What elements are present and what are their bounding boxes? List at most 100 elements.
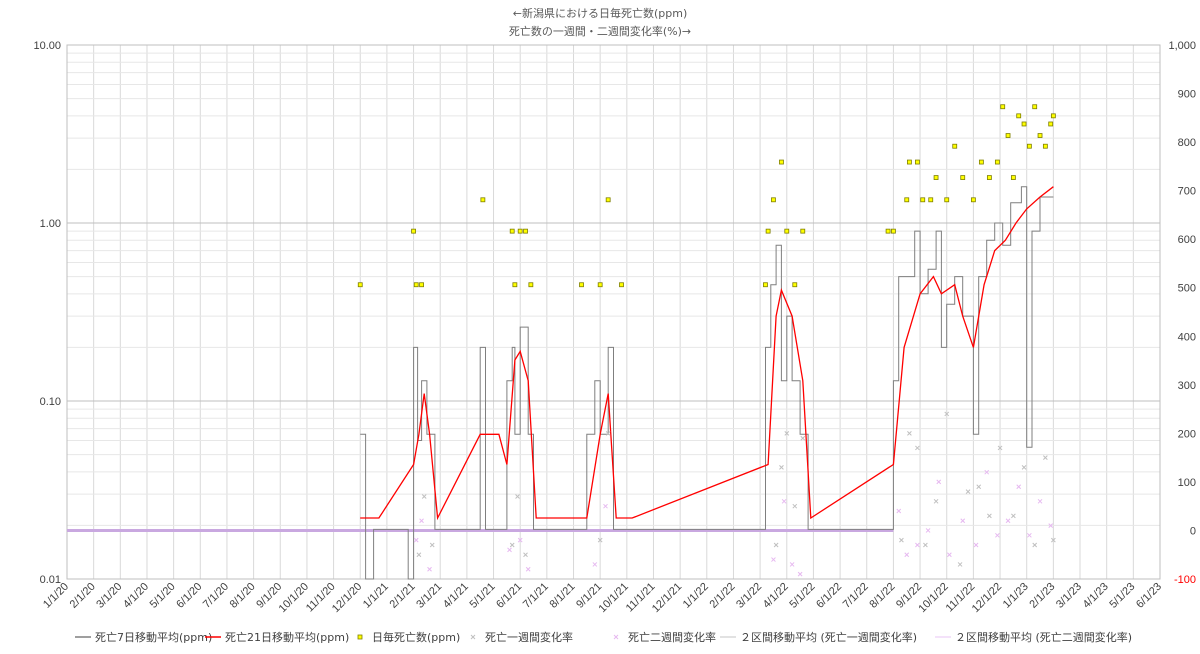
legend: 死亡7日移動平均(ppm) 死亡21日移動平均(ppm) 日毎死亡数(ppm) 死亡一… bbox=[75, 630, 1132, 644]
daily-death-point bbox=[784, 228, 790, 234]
daily-death-point bbox=[605, 197, 611, 203]
left-tick-label: 10.00 bbox=[33, 40, 61, 52]
series-line-7day bbox=[360, 186, 1054, 580]
weekly-change-point bbox=[605, 431, 611, 436]
chart-title-line: ←新潟県における日毎死亡数(ppm) bbox=[513, 6, 687, 20]
daily-death-point bbox=[512, 282, 518, 288]
series-layer bbox=[67, 104, 1056, 580]
legend-swatch bbox=[613, 634, 619, 640]
weekly-change-point bbox=[976, 484, 982, 490]
right-tick-label: 600 bbox=[1178, 234, 1196, 246]
weekly-change-point bbox=[957, 562, 963, 567]
daily-death-point bbox=[933, 175, 939, 180]
daily-death-point bbox=[800, 228, 806, 234]
legend-item: 日毎死亡数(ppm) bbox=[357, 630, 460, 644]
biweekly-change-point bbox=[797, 571, 803, 577]
chart-title: ←新潟県における日毎死亡数(ppm) 死亡数の一週間・二週間変化率(%)→ bbox=[509, 6, 691, 38]
legend-label: 死亡21日移動平均(ppm) bbox=[225, 630, 349, 644]
weekly-change-point bbox=[997, 445, 1003, 451]
daily-death-point bbox=[986, 175, 992, 180]
x-tick-label: 10/1/22 bbox=[916, 581, 950, 615]
daily-death-point bbox=[419, 282, 424, 288]
weekly-change-point bbox=[1043, 455, 1048, 460]
legend-swatch bbox=[357, 634, 363, 640]
x-tick-label: 4/1/20 bbox=[121, 581, 151, 611]
legend-label: ２区間移動平均 (死亡二週間変化率) bbox=[955, 630, 1132, 644]
legend-item: 死亡21日移動平均(ppm) bbox=[205, 630, 349, 644]
weekly-change-point bbox=[987, 513, 992, 519]
biweekly-change-point bbox=[947, 552, 952, 558]
legend-label: 死亡7日移動平均(ppm) bbox=[95, 630, 212, 644]
weekly-change-point bbox=[429, 542, 435, 548]
weekly-change-point bbox=[899, 537, 904, 543]
x-tick-label: 8/1/22 bbox=[867, 581, 897, 611]
daily-death-point bbox=[1010, 175, 1016, 180]
daily-death-point bbox=[1026, 143, 1032, 149]
biweekly-change-point bbox=[525, 566, 531, 572]
daily-death-point bbox=[528, 282, 534, 288]
daily-death-point bbox=[1048, 121, 1054, 127]
daily-death-point bbox=[765, 228, 771, 234]
daily-death-point bbox=[1050, 113, 1056, 119]
x-tick-label: 6/1/20 bbox=[174, 581, 204, 611]
right-tick-label: 200 bbox=[1178, 428, 1196, 440]
x-tick-label: 12/1/20 bbox=[330, 581, 364, 615]
x-axis-ticks: 1/1/202/1/203/1/204/1/205/1/206/1/207/1/… bbox=[41, 581, 1164, 615]
daily-death-point bbox=[411, 228, 416, 234]
weekly-change-point bbox=[1051, 537, 1056, 543]
x-tick-label: 3/1/20 bbox=[94, 581, 124, 611]
x-tick-label: 2/1/23 bbox=[1027, 581, 1057, 611]
daily-death-point bbox=[779, 159, 784, 165]
legend-swatch bbox=[470, 634, 476, 640]
daily-death-point bbox=[771, 197, 776, 203]
weekly-change-point bbox=[944, 411, 950, 417]
x-tick-label: 3/1/22 bbox=[734, 581, 764, 611]
weekly-change-point bbox=[792, 503, 798, 509]
daily-death-point bbox=[1000, 104, 1006, 110]
daily-death-point bbox=[904, 197, 910, 203]
daily-death-point bbox=[480, 197, 486, 203]
weekly-change-point bbox=[915, 445, 920, 451]
x-tick-label: 2/1/20 bbox=[68, 581, 98, 611]
x-tick-label: 5/1/20 bbox=[148, 581, 178, 611]
biweekly-change-point bbox=[789, 562, 795, 567]
daily-death-point bbox=[960, 175, 966, 180]
daily-death-point bbox=[928, 197, 934, 203]
x-tick-label: 3/1/21 bbox=[414, 581, 444, 611]
x-tick-label: 6/1/21 bbox=[494, 581, 524, 611]
x-tick-label: 2/1/21 bbox=[388, 581, 418, 611]
x-tick-label: 4/1/22 bbox=[761, 581, 791, 611]
weekly-change-point bbox=[597, 537, 603, 543]
daily-death-point bbox=[517, 228, 523, 234]
biweekly-change-point bbox=[1016, 484, 1022, 490]
right-tick-label: 100 bbox=[1178, 477, 1196, 489]
biweekly-change-point bbox=[973, 542, 979, 548]
daily-death-point bbox=[792, 282, 798, 288]
daily-death-point bbox=[1042, 143, 1048, 149]
daily-death-point bbox=[1005, 133, 1011, 138]
biweekly-change-point bbox=[1027, 532, 1032, 538]
legend-item: ２区間移動平均 (死亡一週間変化率) bbox=[720, 630, 917, 644]
x-tick-label: 1/1/23 bbox=[1001, 581, 1031, 611]
series-line-21day bbox=[360, 186, 1054, 521]
x-tick-label: 1/1/21 bbox=[361, 581, 391, 611]
right-tick-label: 1,000 bbox=[1168, 40, 1196, 52]
daily-death-point bbox=[619, 282, 624, 288]
daily-death-point bbox=[952, 143, 958, 149]
right-tick-label: 700 bbox=[1178, 186, 1196, 198]
biweekly-change-point bbox=[1037, 498, 1043, 504]
daily-death-point bbox=[944, 197, 950, 203]
biweekly-change-point bbox=[1005, 518, 1011, 524]
daily-death-point bbox=[413, 282, 419, 288]
legend-item: 死亡二週間変化率 bbox=[613, 630, 716, 644]
biweekly-change-point bbox=[896, 508, 902, 514]
x-tick-label: 5/1/21 bbox=[468, 581, 498, 611]
daily-death-point bbox=[1037, 133, 1043, 138]
weekly-change-point bbox=[421, 494, 427, 499]
left-tick-label: 0.01 bbox=[40, 574, 61, 586]
biweekly-change-point bbox=[904, 552, 910, 558]
weekly-change-point bbox=[1011, 513, 1016, 519]
x-tick-label: 7/1/22 bbox=[841, 581, 871, 611]
legend-item: ２区間移動平均 (死亡二週間変化率) bbox=[935, 630, 1132, 644]
